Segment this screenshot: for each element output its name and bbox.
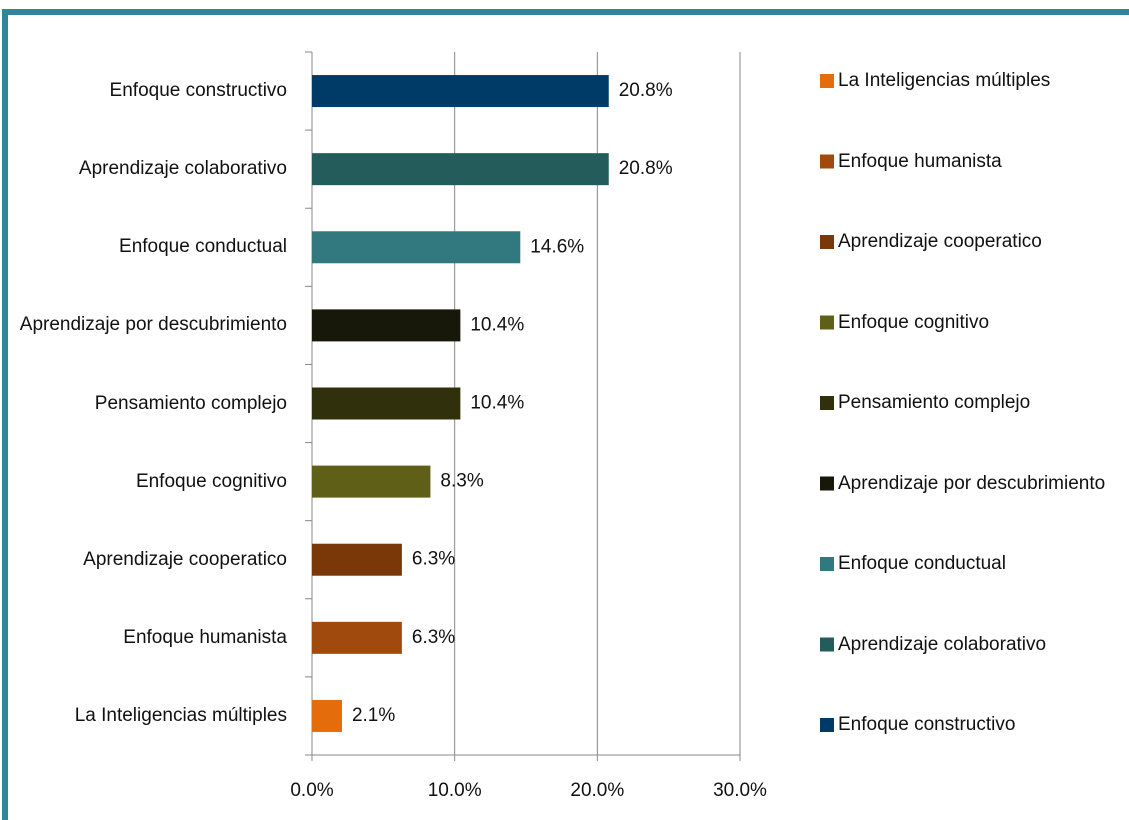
legend-label: Enfoque cognitivo (838, 311, 990, 333)
data-label: 10.4% (470, 314, 524, 335)
bar (312, 621, 402, 654)
legend-swatch (820, 235, 834, 249)
legend-label: Enfoque conductual (838, 553, 1006, 574)
bar (312, 465, 431, 498)
legend-swatch (820, 74, 834, 88)
bar (312, 387, 461, 420)
x-tick-label: 10.0% (428, 780, 482, 801)
legend-swatch (820, 557, 834, 571)
legend-swatch (820, 718, 834, 732)
legend-swatch (820, 315, 834, 330)
legend-swatch (820, 476, 834, 491)
bar (312, 75, 609, 108)
bar (312, 699, 342, 732)
y-tick-label: Aprendizaje colaborativo (78, 158, 287, 180)
y-tick-label: Enfoque cognitivo (135, 470, 287, 492)
legend-label: Enfoque constructivo (838, 714, 1016, 735)
data-label: 20.8% (619, 158, 673, 179)
legend-label: Pensamiento complejo (838, 392, 1031, 413)
y-tick-label: Enfoque conductual (119, 236, 287, 258)
bar (312, 543, 402, 576)
y-tick-label: Aprendizaje cooperatico (83, 548, 287, 570)
y-tick-label: Pensamiento complejo (94, 392, 287, 414)
data-label: 10.4% (470, 393, 524, 414)
data-label: 14.6% (530, 236, 584, 257)
legend-label: Enfoque humanista (838, 150, 1002, 172)
legend-label: Aprendizaje por descubrimiento (838, 472, 1106, 494)
legend-swatch (820, 637, 834, 652)
legend-label: Aprendizaje colaborativo (838, 633, 1047, 655)
data-label: 6.3% (412, 549, 455, 570)
data-label: 6.3% (412, 627, 455, 648)
x-tick-label: 20.0% (570, 780, 624, 801)
frame-top (2, 9, 1129, 15)
legend-label: La Inteligencias múltiples (838, 70, 1051, 91)
bar (312, 153, 609, 186)
x-tick-label: 0.0% (290, 780, 333, 801)
data-label: 8.3% (440, 471, 483, 492)
legend-swatch (820, 396, 834, 410)
data-label: 20.8% (619, 80, 673, 101)
y-tick-label: Enfoque humanista (123, 626, 287, 648)
x-tick-label: 30.0% (713, 780, 767, 801)
bar (312, 309, 461, 342)
legend-swatch (820, 154, 834, 169)
y-tick-label: Enfoque constructivo (109, 80, 287, 102)
y-tick-label: La Inteligencias múltiples (74, 704, 287, 726)
bar (312, 231, 521, 264)
data-label: 2.1% (352, 705, 395, 726)
legend-label: Aprendizaje cooperatico (838, 231, 1042, 252)
frame-left (2, 9, 8, 820)
y-tick-label: Aprendizaje por descubrimiento (19, 314, 287, 336)
